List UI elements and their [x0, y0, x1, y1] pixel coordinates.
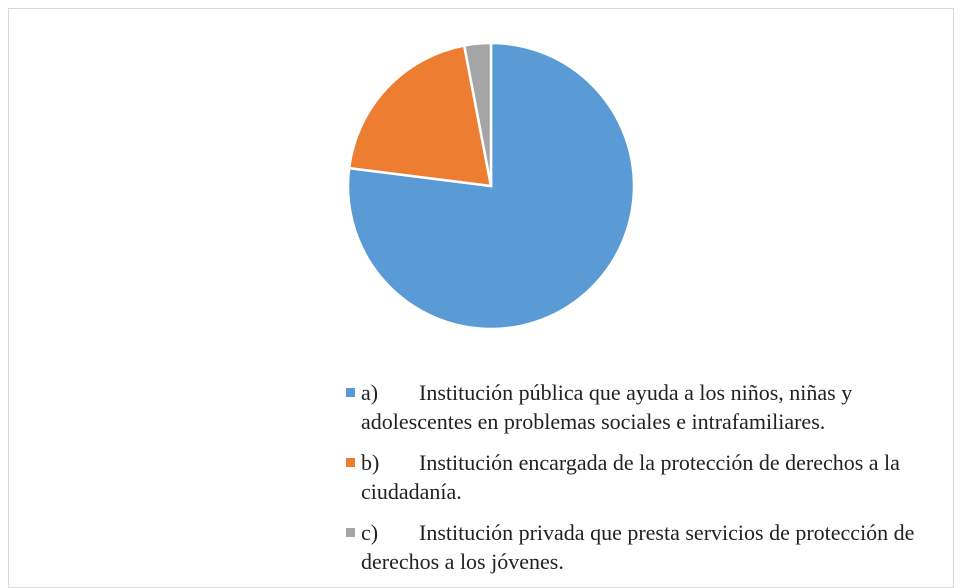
legend-entry: c) Institución privada que presta servic… — [346, 518, 926, 576]
pie-slice — [462, 41, 493, 187]
legend: a) Institución pública que ayuda a los n… — [346, 378, 926, 588]
legend-swatch — [346, 458, 355, 467]
legend-label: b) Institución encargada de la protecció… — [361, 450, 906, 504]
legend-label: a) Institución pública que ayuda a los n… — [361, 380, 858, 434]
chart — [346, 41, 636, 331]
pie-slice — [346, 41, 636, 331]
legend-entry: b) Institución encargada de la protecció… — [346, 448, 926, 506]
legend-entry: a) Institución pública que ayuda a los n… — [346, 378, 926, 436]
legend-swatch — [346, 388, 355, 397]
legend-swatch — [346, 528, 355, 537]
legend-label: c) Institución privada que presta servic… — [361, 520, 920, 574]
pie-slice — [347, 44, 493, 188]
page: a) Institución pública que ayuda a los n… — [8, 8, 954, 588]
